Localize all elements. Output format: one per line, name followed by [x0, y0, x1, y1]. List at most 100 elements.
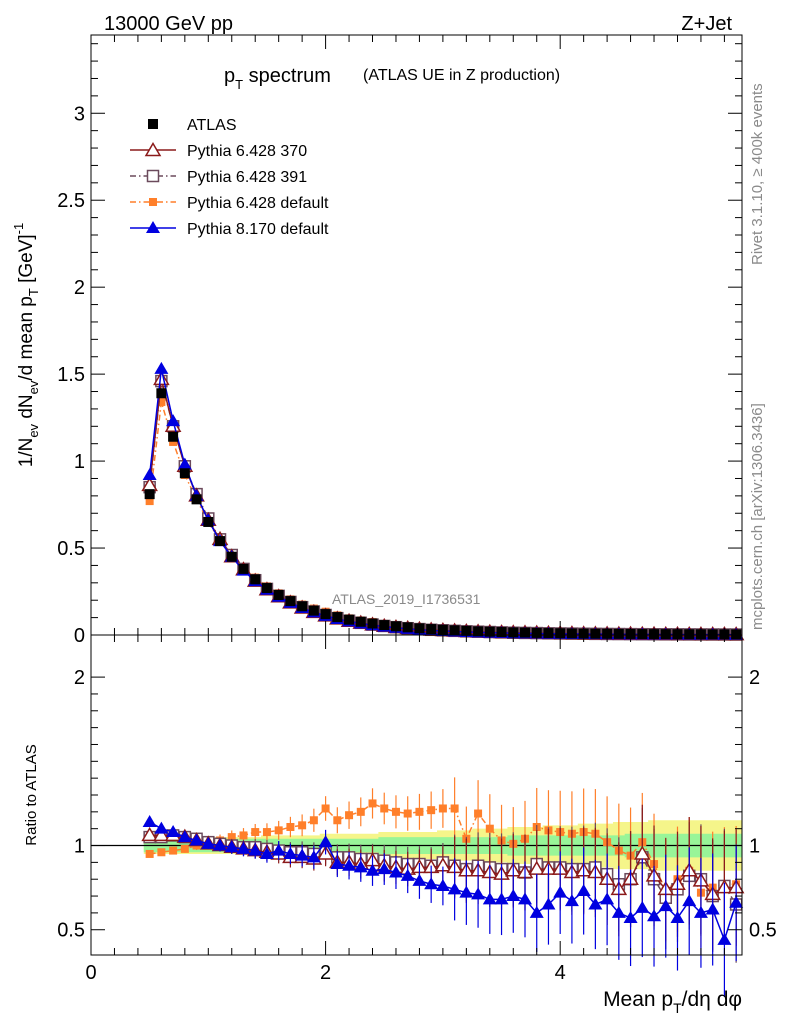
main-point-atlas — [402, 622, 413, 633]
main-point-atlas — [308, 605, 319, 616]
ratio-point-pythia-6-428-default — [403, 809, 412, 818]
main-ytick-label: 0 — [74, 625, 85, 647]
main-point-atlas — [590, 628, 601, 639]
main-y-ticks: 0 0.5 1 1.5 2 2.5 3 — [57, 35, 742, 647]
legend-label-atlas: ATLAS — [187, 117, 237, 134]
ratio-point-pythia-6-428-default — [145, 849, 154, 858]
main-point-pythia-8-170-default — [154, 361, 169, 374]
ratio-point-pythia-8-170-default — [166, 825, 181, 838]
process-label: Z+Jet — [681, 13, 732, 35]
main-point-atlas — [520, 627, 530, 638]
main-ytick-label: 0.5 — [57, 538, 85, 560]
ratio-point-pythia-8-170-default — [693, 905, 708, 918]
ratio-ytick-label: 1 — [74, 836, 85, 858]
legend-label-p370: Pythia 6.428 370 — [187, 143, 307, 160]
ratio-point-pythia-6-428-default — [474, 809, 483, 818]
ratio-point-pythia-8-170-default — [647, 909, 662, 922]
main-point-atlas — [203, 516, 214, 527]
main-point-atlas — [273, 590, 284, 600]
ratio-point-pythia-6-428-default — [345, 811, 354, 820]
legend: ATLAS Pythia 6.428 370 Pythia 6.428 391 … — [130, 117, 329, 238]
legend-item-pdef: Pythia 6.428 default — [130, 195, 329, 212]
main-panel: 0 0.5 1 1.5 2 2.5 3 pT spectrum (ATLAS UE in Z… — [11, 34, 745, 647]
ratio-point-pythia-6-428-default — [239, 831, 248, 840]
ratio-point-pythia-8-170-default — [670, 910, 685, 923]
chart-title-sub: T — [235, 77, 243, 92]
ratio-point-pythia-6-428-370 — [141, 826, 158, 842]
main-point-atlas — [320, 609, 331, 620]
main-point-atlas — [379, 620, 390, 631]
ratio-point-pythia-8-170-default — [682, 894, 697, 907]
main-point-atlas — [613, 628, 624, 639]
ratio-point-pythia-8-170-default — [330, 857, 345, 870]
mcplots-label: mcplots.cern.ch [arXiv:1306.3436] — [749, 403, 766, 630]
ratio-point-pythia-8-170-default — [318, 835, 333, 848]
ratio-point-pythia-8-170-default — [201, 836, 216, 849]
analysis-label: ATLAS_2019_I1736531 — [332, 591, 481, 607]
main-point-pythia-8-170-default — [166, 414, 181, 427]
ratio-xlabel: Mean pT/dη dφ — [603, 988, 742, 1016]
svg-text:1/Nev dNev/d mean pT [GeV]-1: 1/Nev dNev/d mean pT [GeV]-1 — [11, 223, 41, 468]
main-point-atlas — [226, 551, 237, 562]
ratio-point-pythia-6-428-default — [368, 799, 377, 808]
chart-title-rest: spectrum — [243, 65, 331, 87]
xlabel-sub: T — [673, 1000, 682, 1016]
main-point-atlas — [473, 626, 484, 637]
main-point-atlas — [285, 596, 296, 607]
ratio-point-pythia-8-170-default — [588, 897, 603, 910]
chart-subtitle: (ATLAS UE in Z production) — [363, 67, 560, 84]
ratio-point-pythia-8-170-default — [295, 848, 310, 861]
ratio-point-pythia-8-170-default — [388, 865, 403, 878]
main-point-atlas — [660, 629, 671, 640]
main-ytick-label: 2.5 — [57, 190, 85, 212]
main-point-atlas — [566, 628, 577, 639]
ratio-point-pythia-6-428-default — [169, 846, 178, 855]
main-ylabel: 1/Nev dNev/d mean pT [GeV]-1 — [11, 223, 41, 468]
ratio-xtick-label: 0 — [85, 962, 96, 984]
ratio-ytick-label-right: 0.5 — [749, 920, 777, 942]
ratio-point-pythia-8-170-default — [611, 905, 626, 918]
legend-label-pdef: Pythia 6.428 default — [187, 195, 329, 212]
ratio-ytick-label: 2 — [74, 667, 85, 689]
main-point-atlas — [684, 629, 695, 640]
ratio-point-pythia-6-428-default — [251, 828, 260, 837]
ratio-point-pythia-8-170-default — [435, 878, 450, 891]
main-point-pythia-6-428-default — [145, 497, 154, 506]
ratio-point-pythia-8-170-default — [518, 892, 532, 905]
ratio-point-pythia-8-170-default — [154, 821, 169, 834]
ratio-ytick-label-right: 2 — [749, 667, 760, 689]
chart-title: pT spectrum — [224, 65, 331, 92]
ratio-point-pythia-8-170-default — [471, 887, 486, 900]
main-point-atlas — [179, 468, 190, 479]
ratio-point-pythia-8-170-default — [482, 892, 497, 905]
main-point-pythia-8-170-default — [142, 468, 157, 480]
main-point-atlas — [332, 612, 343, 623]
ratio-point-pythia-8-170-default — [224, 840, 239, 853]
ratio-point-pythia-8-170-default — [424, 877, 439, 890]
ratio-series-pythia-8-170-default — [142, 814, 744, 997]
main-point-atlas — [426, 624, 437, 635]
rivet-label: Rivet 3.1.10, ≥ 400k events — [749, 83, 766, 265]
ratio-xtick-label: 2 — [320, 962, 331, 984]
ratio-ticks: 0.5 0.5 1 1 2 2 0 2 4 — [57, 635, 777, 984]
main-point-atlas — [390, 621, 401, 632]
ratio-panel: 0.5 0.5 1 1 2 2 0 2 4 Ratio to ATLAS Mean pT/dη … — [23, 634, 777, 1016]
main-ytick-label: 3 — [74, 103, 85, 125]
ratio-point-pythia-6-428-default — [180, 844, 189, 853]
ratio-point-pythia-8-170-default — [447, 882, 462, 895]
ratio-point-pythia-8-170-default — [529, 905, 544, 918]
ratio-point-pythia-8-170-default — [377, 862, 392, 875]
main-point-atlas — [261, 583, 272, 594]
energy-label: 13000 GeV pp — [104, 13, 233, 35]
main-point-pythia-6-428-default — [157, 397, 166, 406]
main-point-atlas — [250, 574, 261, 585]
ratio-ytick-label: 0.5 — [57, 920, 85, 942]
ratio-point-pythia-8-170-default — [623, 910, 638, 923]
ratio-point-pythia-8-170-default — [658, 899, 673, 912]
ratio-point-pythia-8-170-default — [236, 841, 251, 854]
legend-item-p391: Pythia 6.428 391 — [130, 169, 307, 186]
ratio-point-pythia-8-170-default — [213, 838, 228, 851]
ratio-point-pythia-6-428-default — [485, 824, 494, 833]
main-point-pythia-8-170-default — [177, 457, 192, 470]
